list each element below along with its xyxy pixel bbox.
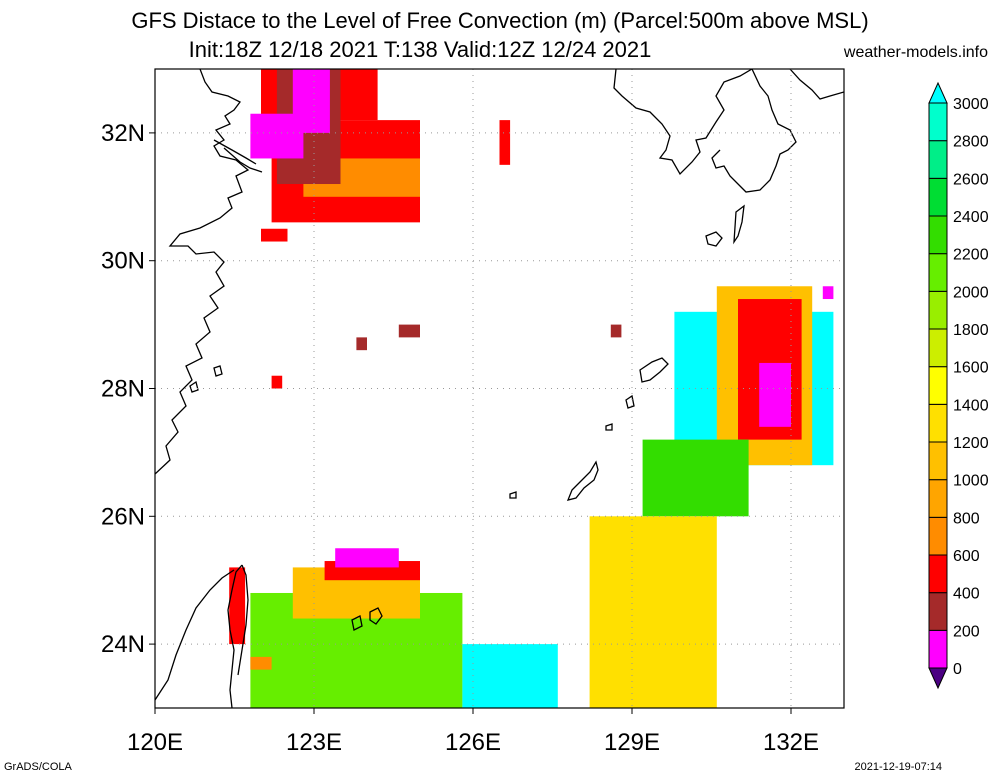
field-region-24 — [589, 516, 717, 708]
lat-tick-label: 32N — [101, 120, 145, 147]
colorbar-lower-arrow — [928, 667, 948, 690]
field-region-8 — [398, 324, 420, 338]
lon-tick-label: 123E — [286, 729, 342, 756]
field-region-11 — [610, 324, 622, 338]
field-region-9 — [356, 337, 367, 351]
colorbar-box-14 — [928, 102, 948, 142]
lon-tick-label: 126E — [445, 729, 501, 756]
field-region-17 — [250, 656, 272, 670]
field-region-15 — [335, 548, 399, 568]
chart-title: GFS Distace to the Level of Free Convect… — [131, 8, 869, 33]
tick-labels: 120E 123E 126E 129E 132E 24N 26N 28N 30N 32N — [101, 120, 819, 756]
colorbar-label: 2000 — [953, 284, 989, 301]
colorbar-label: 600 — [953, 548, 980, 565]
colorbar-box-11 — [928, 215, 948, 255]
coastline-islet-1 — [625, 394, 635, 409]
coastline-amami — [639, 357, 669, 383]
timestamp-label: 2021-12-19-07:14 — [854, 761, 942, 773]
coastline-okinawa — [566, 460, 599, 501]
field-region-23 — [642, 439, 749, 517]
field-region-22 — [759, 362, 791, 427]
colorbar-box-2 — [928, 554, 948, 594]
colorbar-box-0 — [928, 629, 948, 669]
coastline-layer — [155, 69, 844, 708]
coastline-tanegashima — [733, 204, 745, 245]
colorbar-box-1 — [928, 592, 948, 631]
colorbar-box-9 — [928, 290, 948, 330]
colorbar-label: 200 — [953, 623, 980, 640]
colorbar-box-5 — [928, 441, 948, 481]
colorbar: 0 200 400 600 800 1000 1200 1400 1600 1800 2000 220… — [928, 81, 989, 690]
colorbar-box-7 — [928, 366, 948, 405]
tick-layer — [149, 132, 792, 714]
lat-tick-label: 26N — [101, 503, 145, 530]
colorbar-label: 2800 — [953, 134, 989, 151]
colorbar-box-3 — [928, 516, 948, 556]
lat-tick-label: 24N — [101, 631, 145, 658]
colorbar-label: 3000 — [953, 96, 989, 113]
colorbar-label: 1400 — [953, 397, 989, 414]
colorbar-label: 2200 — [953, 247, 989, 264]
coastline-china — [155, 69, 250, 475]
colorbar-label: 1600 — [953, 360, 989, 377]
colorbar-box-6 — [928, 403, 948, 443]
field-region-5 — [292, 69, 330, 133]
colorbar-label: 1800 — [953, 322, 989, 339]
coastline-yakushima — [705, 231, 723, 247]
lon-tick-label: 120E — [127, 729, 183, 756]
field-region-6 — [261, 228, 288, 242]
field-region-16 — [229, 567, 246, 645]
lon-tick-label: 132E — [763, 729, 819, 756]
coastline-miyako — [351, 607, 383, 631]
colorbar-label: 1200 — [953, 435, 989, 452]
chart-subtitle: Init:18Z 12/18 2021 T:138 Valid:12Z 12/2… — [188, 37, 652, 62]
lat-tick-label: 28N — [101, 376, 145, 403]
coastline-islet-3 — [509, 491, 517, 499]
credit-label: GrADS/COLA — [4, 761, 72, 773]
field-region-18 — [462, 644, 558, 708]
field-region-7 — [499, 120, 511, 165]
colorbar-box-12 — [928, 177, 948, 217]
colorbar-box-8 — [928, 328, 948, 368]
coastline-yangtze-estuary — [213, 139, 263, 173]
colorbar-box-4 — [928, 479, 948, 518]
coastline-taiwan — [227, 564, 249, 708]
coastline-islet-2 — [605, 423, 613, 431]
field-region-25 — [822, 286, 834, 300]
colorbar-label: 2600 — [953, 171, 989, 188]
colorbar-label: 800 — [953, 510, 980, 527]
colorbar-label: 0 — [953, 661, 962, 678]
colorbar-label: 2400 — [953, 209, 989, 226]
field-region-10 — [271, 375, 283, 389]
site-label: weather-models.info — [843, 44, 988, 61]
coastline-china-south — [155, 569, 235, 701]
colorbar-label: 1000 — [953, 473, 989, 490]
coastline-islet-4 — [189, 365, 223, 393]
coastline-japan — [613, 69, 753, 176]
coastline-kyushu-east — [711, 69, 797, 193]
colorbar-box-10 — [928, 253, 948, 292]
colorbar-upper-arrow — [928, 81, 948, 104]
lon-tick-label: 129E — [604, 729, 660, 756]
coastline-shikoku — [789, 69, 844, 100]
field-layer — [229, 69, 834, 708]
lat-tick-label: 30N — [101, 248, 145, 275]
grid-layer — [154, 69, 844, 708]
colorbar-label: 400 — [953, 586, 980, 603]
colorbar-box-13 — [928, 140, 948, 179]
